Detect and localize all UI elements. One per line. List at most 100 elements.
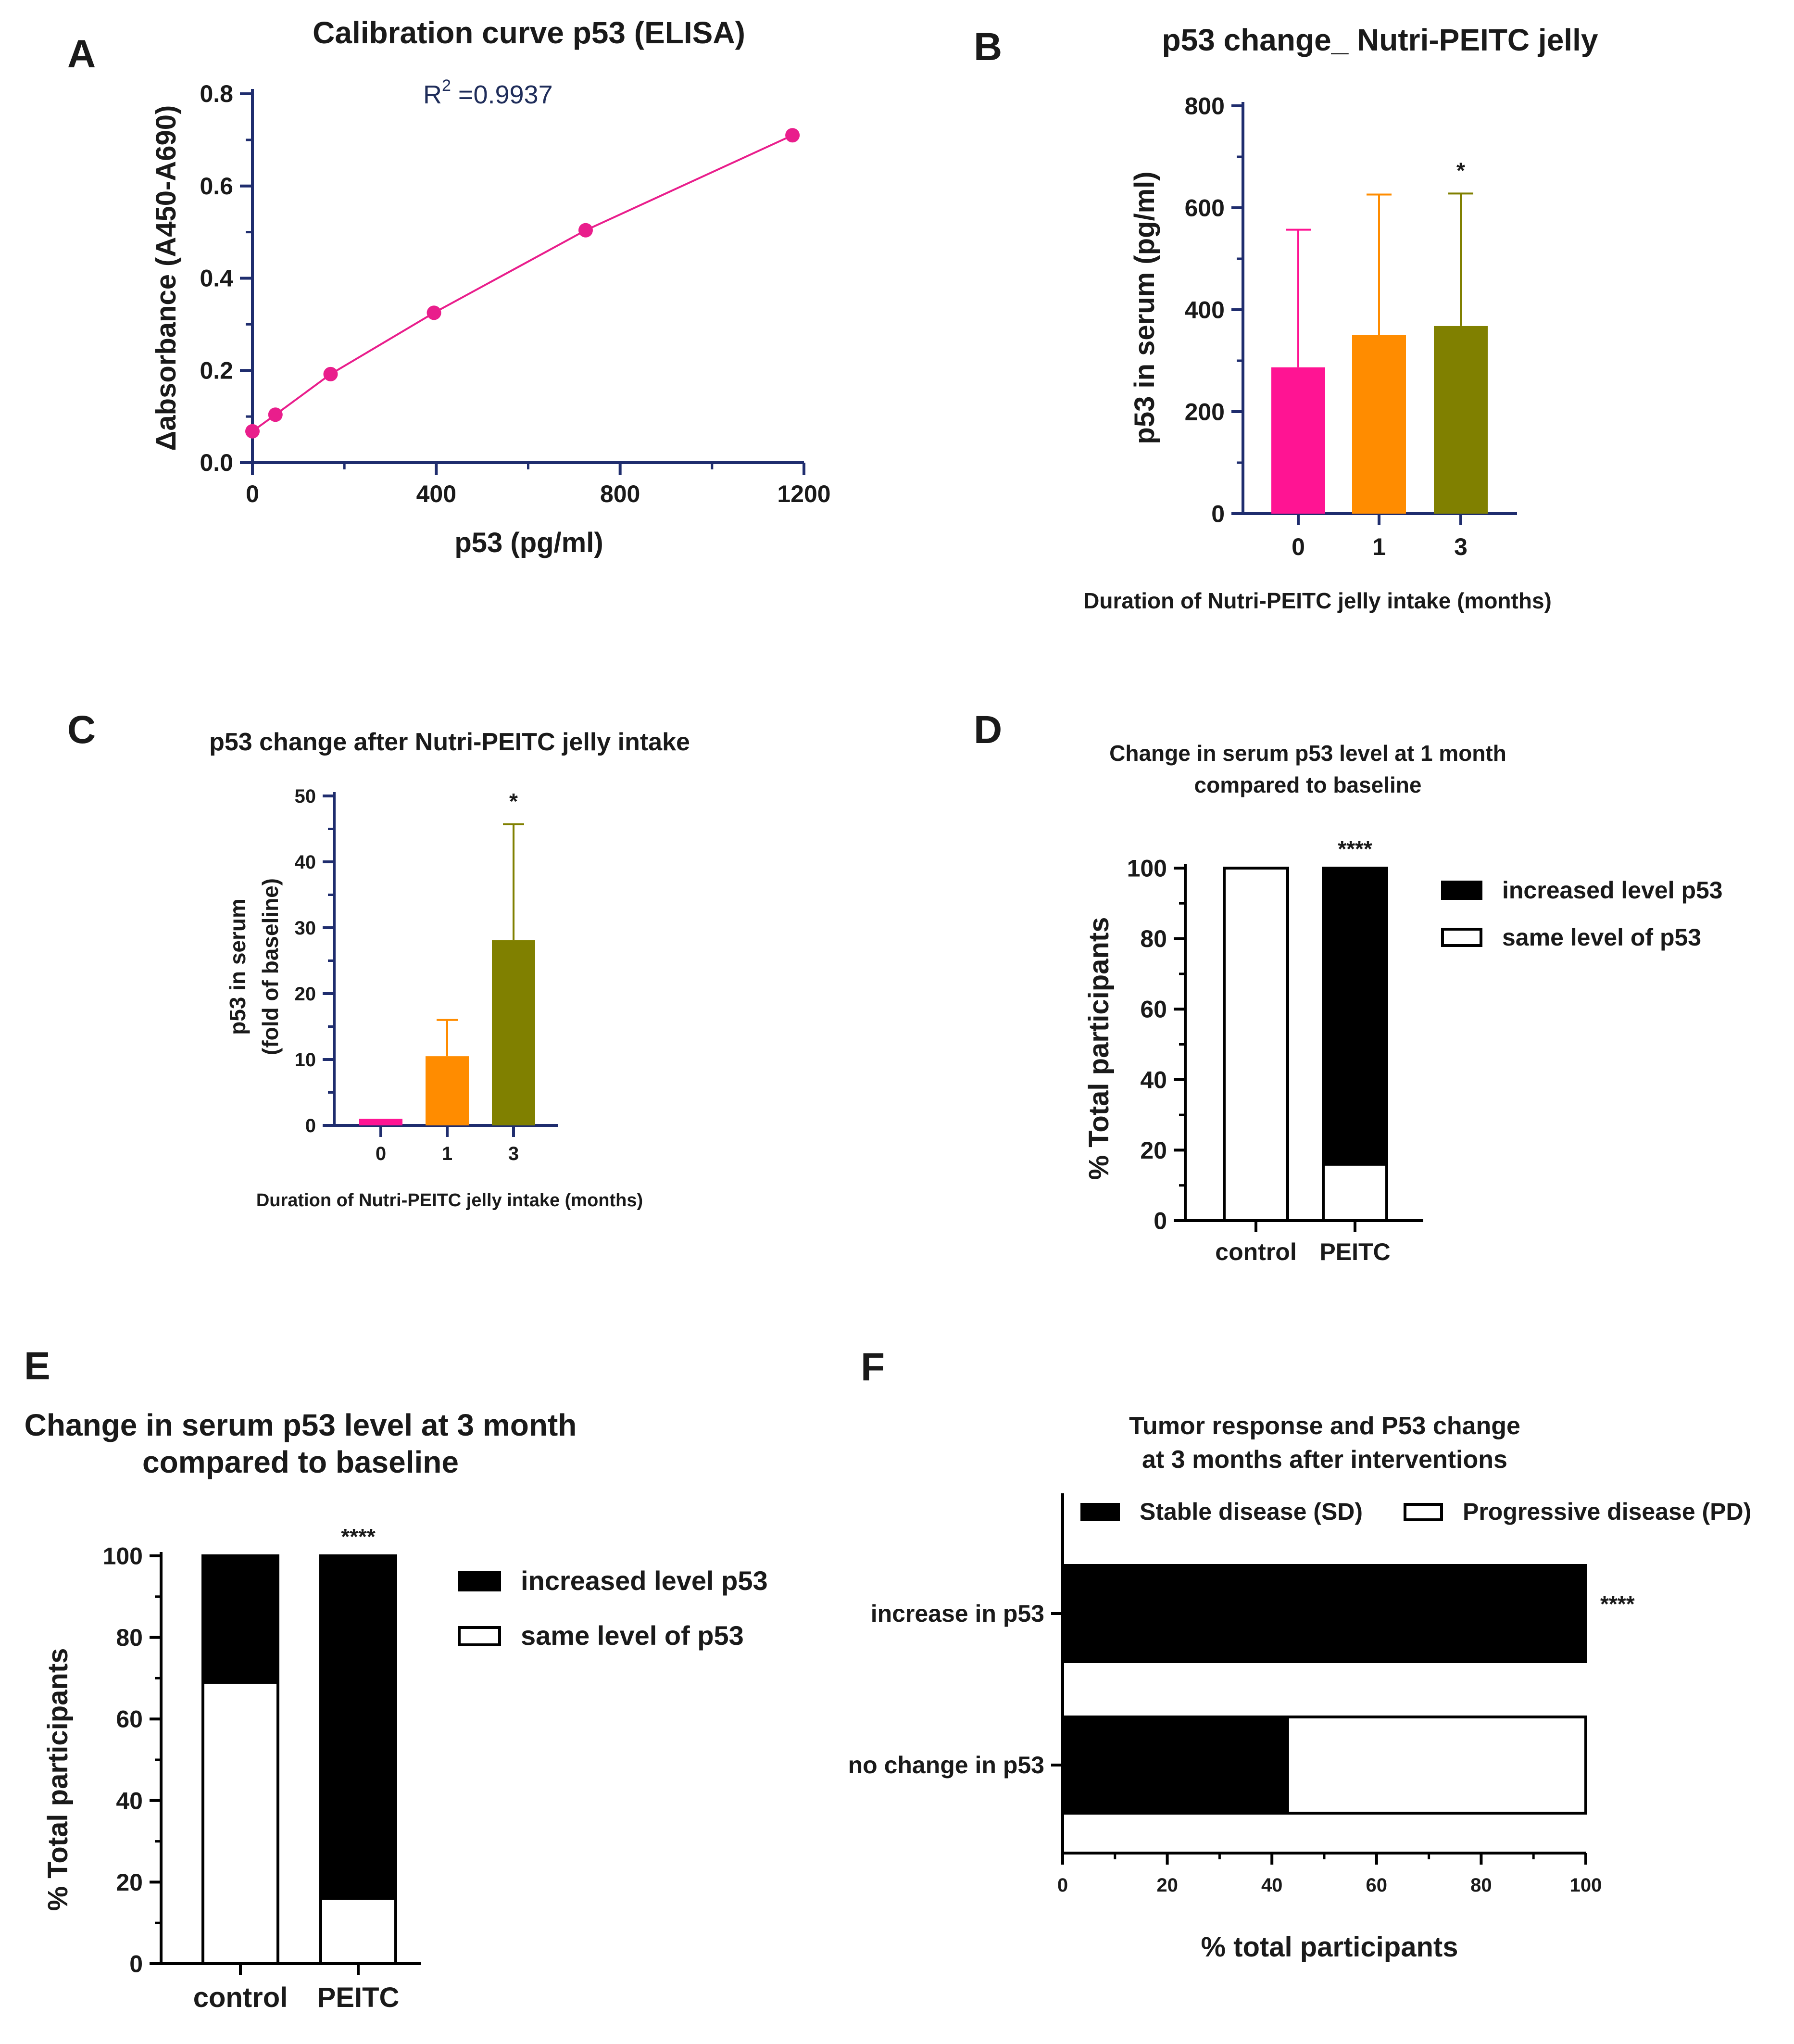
chart-d-axes: 0 20 40 60 80 100 control PEITC bbox=[1127, 855, 1423, 1265]
chart-b-x-tick-label: 0 bbox=[1292, 533, 1305, 560]
chart-f-legend-swatch bbox=[1404, 1503, 1443, 1521]
chart-b-axes: 0 200 400 600 800 0 1 3 bbox=[1185, 93, 1517, 560]
chart-b-y-tick-label: 400 bbox=[1185, 297, 1225, 324]
panel-d-stacked-bar-chart: D Change in serum p53 level at 1 month c… bbox=[974, 708, 1723, 1265]
panel-c-bar-chart: C p53 change after Nutri-PEITC jelly int… bbox=[67, 708, 690, 1211]
chart-f-x-tick-label: 80 bbox=[1470, 1875, 1492, 1896]
chart-b-y-tick-label: 0 bbox=[1211, 501, 1225, 528]
chart-b-x-tick-label: 1 bbox=[1372, 533, 1386, 560]
chart-f-x-axis-label: % total participants bbox=[1201, 1931, 1458, 1963]
chart-d-legend-swatch bbox=[1441, 928, 1482, 947]
chart-a-x-tick-label: 800 bbox=[600, 480, 640, 507]
panel-letter-c: C bbox=[67, 708, 96, 752]
chart-c-y-tick-label: 0 bbox=[305, 1115, 316, 1136]
chart-a-data-point bbox=[785, 128, 800, 143]
chart-d-marks: **** bbox=[1223, 836, 1388, 1222]
chart-a-r-squared: R2 =0.9937 bbox=[423, 76, 553, 109]
chart-f-axes: 0 20 40 60 80 100 increase in p53 no change in … bbox=[848, 1493, 1602, 1896]
chart-e-y-tick-label: 0 bbox=[129, 1951, 143, 1978]
chart-d-y-tick-label: 20 bbox=[1140, 1137, 1167, 1164]
chart-d-bar-segment bbox=[1223, 867, 1289, 1222]
chart-f-x-tick-label: 20 bbox=[1156, 1875, 1178, 1896]
chart-e-bar-segment bbox=[319, 1897, 397, 1966]
chart-b-y-tick-label: 600 bbox=[1185, 195, 1225, 222]
chart-d-y-tick-label: 60 bbox=[1140, 996, 1167, 1023]
chart-a-series-line bbox=[251, 134, 793, 432]
chart-b-x-axis-label: Duration of Nutri-PEITC jelly intake (mo… bbox=[1083, 588, 1552, 613]
chart-e-legend: increased level p53 same level of p53 bbox=[458, 1565, 768, 1651]
chart-d-legend-label: increased level p53 bbox=[1502, 877, 1723, 904]
chart-c-x-tick-label: 0 bbox=[376, 1143, 386, 1164]
chart-d-title-line1: Change in serum p53 level at 1 month bbox=[1109, 741, 1506, 766]
chart-e-y-tick-label: 100 bbox=[103, 1543, 143, 1570]
chart-d-significance-label: **** bbox=[1338, 836, 1372, 861]
chart-a-y-tick-label: 0.6 bbox=[200, 173, 233, 200]
panel-letter-f: F bbox=[861, 1345, 885, 1389]
chart-f-x-tick-label: 40 bbox=[1261, 1875, 1283, 1896]
chart-e-legend-label: increased level p53 bbox=[521, 1565, 768, 1596]
chart-f-title-line1: Tumor response and P53 change bbox=[1129, 1412, 1520, 1440]
chart-c-y-tick-label: 30 bbox=[295, 918, 316, 939]
chart-d-legend: increased level p53 same level of p53 bbox=[1441, 877, 1723, 951]
chart-b-marks: * bbox=[1271, 158, 1488, 514]
chart-f-title-line2: at 3 months after interventions bbox=[1142, 1446, 1507, 1474]
chart-e-y-tick-label: 40 bbox=[116, 1787, 143, 1814]
chart-b-y-axis-label: p53 in serum (pg/ml) bbox=[1129, 171, 1160, 444]
panel-e-stacked-bar-chart: E Change in serum p53 level at 3 month c… bbox=[24, 1344, 768, 2013]
chart-f-x-tick-label: 60 bbox=[1366, 1875, 1388, 1896]
chart-e-y-tick-label: 60 bbox=[116, 1706, 143, 1733]
chart-d-y-tick-label: 0 bbox=[1154, 1208, 1167, 1235]
chart-b-y-tick-label: 800 bbox=[1185, 93, 1225, 120]
chart-f-x-tick-label: 0 bbox=[1057, 1875, 1068, 1896]
chart-c-significance-label: * bbox=[509, 789, 518, 814]
chart-a-data-point bbox=[245, 424, 260, 439]
chart-d-y-tick-label: 80 bbox=[1140, 925, 1167, 952]
chart-e-y-tick-label: 20 bbox=[116, 1869, 143, 1896]
chart-f-y-tick-label: no change in p53 bbox=[848, 1752, 1044, 1779]
chart-c-y-tick-label: 50 bbox=[295, 786, 316, 807]
chart-a-y-axis-label: Δabsorbance (A450-A690) bbox=[151, 105, 182, 451]
chart-c-bar bbox=[426, 1056, 469, 1125]
chart-e-significance-label: **** bbox=[341, 1524, 376, 1549]
chart-d-x-tick-label: PEITC bbox=[1319, 1238, 1390, 1265]
chart-f-bar-segment bbox=[1061, 1716, 1289, 1815]
chart-d-bar-segment bbox=[1322, 1162, 1388, 1222]
chart-b-bar bbox=[1271, 367, 1325, 514]
chart-b-bar bbox=[1352, 335, 1406, 514]
chart-f-significance-label: **** bbox=[1600, 1591, 1635, 1616]
chart-a-x-tick-label: 1200 bbox=[777, 480, 830, 507]
chart-c-x-axis-label: Duration of Nutri-PEITC jelly intake (mo… bbox=[256, 1190, 643, 1211]
chart-a-y-tick-label: 0.2 bbox=[200, 357, 233, 384]
chart-c-y-tick-label: 20 bbox=[295, 984, 316, 1005]
chart-a-axes: 0.0 0.2 0.4 0.6 0.8 0 400 800 1200 bbox=[200, 80, 830, 507]
chart-f-bar-segment bbox=[1286, 1716, 1588, 1815]
chart-b-bar bbox=[1434, 326, 1488, 514]
chart-d-bar-segment bbox=[1322, 867, 1388, 1166]
chart-e-bar-segment bbox=[201, 1554, 279, 1684]
chart-c-x-tick-label: 3 bbox=[508, 1143, 519, 1164]
chart-e-y-axis-label: % Total participants bbox=[42, 1648, 74, 1911]
chart-d-x-tick-label: control bbox=[1215, 1238, 1296, 1265]
chart-a-x-tick-label: 0 bbox=[246, 480, 259, 507]
chart-a-data-point bbox=[427, 305, 441, 320]
chart-c-y-axis-label-line2: (fold of baseline) bbox=[258, 878, 283, 1055]
chart-a-y-tick-label: 0.4 bbox=[200, 265, 233, 292]
chart-e-y-tick-label: 80 bbox=[116, 1624, 143, 1651]
panel-a-calibration-curve: A Calibration curve p53 (ELISA) R2 =0.99… bbox=[67, 15, 831, 558]
chart-a-y-tick-label: 0.0 bbox=[200, 449, 233, 476]
chart-a-x-axis-label: p53 (pg/ml) bbox=[454, 527, 603, 558]
chart-b-y-tick-label: 200 bbox=[1185, 399, 1225, 426]
chart-d-y-tick-label: 40 bbox=[1140, 1066, 1167, 1093]
panel-letter-a: A bbox=[67, 32, 96, 76]
chart-a-data-point bbox=[578, 223, 593, 238]
chart-c-y-axis-label-line1: p53 in serum bbox=[225, 898, 250, 1035]
chart-e-bar-segment bbox=[319, 1554, 397, 1900]
chart-e-legend-swatch bbox=[458, 1626, 501, 1646]
chart-c-bar bbox=[492, 940, 535, 1125]
chart-a-title: Calibration curve p53 (ELISA) bbox=[313, 15, 745, 50]
chart-c-y-tick-label: 10 bbox=[295, 1049, 316, 1071]
chart-e-x-tick-label: control bbox=[193, 1982, 288, 2013]
chart-a-y-tick-label: 0.8 bbox=[200, 80, 233, 107]
chart-b-x-tick-label: 3 bbox=[1454, 533, 1468, 560]
